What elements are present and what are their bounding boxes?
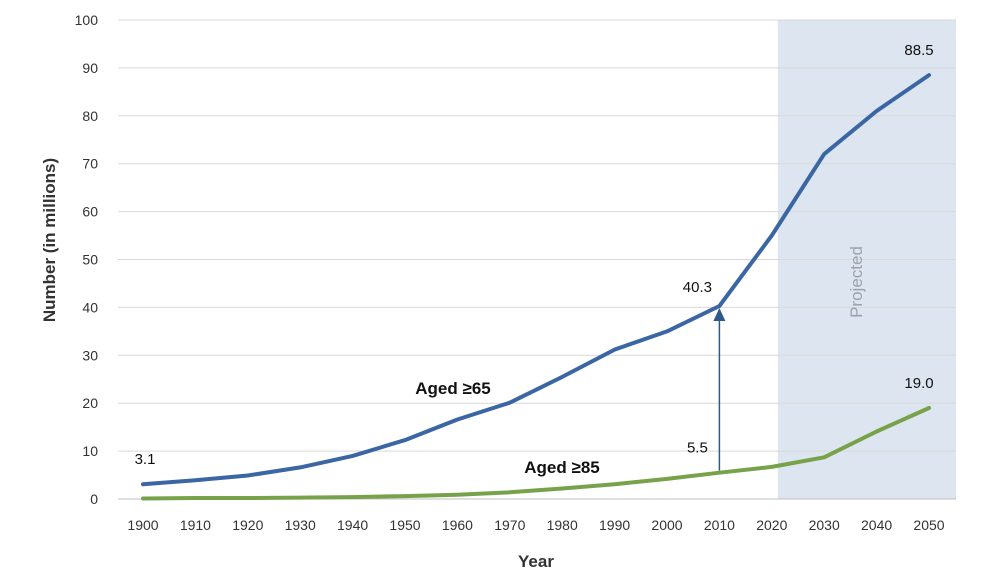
- x-tick-label: 2010: [704, 517, 735, 533]
- x-tick-label: 1980: [547, 517, 578, 533]
- series-lines: [141, 73, 931, 501]
- x-tick-label: 2000: [651, 517, 682, 533]
- y-tick-label: 0: [90, 491, 98, 507]
- y-tick-label: 10: [82, 443, 98, 459]
- data-label: 40.3: [683, 279, 712, 296]
- x-tick-label: 1900: [127, 517, 158, 533]
- data-label: 88.5: [904, 42, 933, 59]
- x-tick-label: 1970: [494, 517, 525, 533]
- x-tick-label: 1960: [442, 517, 473, 533]
- x-tick-label: 1950: [389, 517, 420, 533]
- y-tick-label: 80: [82, 108, 98, 124]
- y-axis-title: Number (in millions): [40, 158, 59, 322]
- y-tick-label: 100: [75, 12, 99, 28]
- y-tick-label: 20: [82, 395, 98, 411]
- x-tick-label: 1920: [232, 517, 263, 533]
- series-label-aged-65: Aged ≥65: [415, 379, 490, 398]
- x-tick-label: 2030: [809, 517, 840, 533]
- data-label: 19.0: [904, 375, 933, 392]
- x-tick-label: 1930: [285, 517, 316, 533]
- x-tick-label: 1990: [599, 517, 630, 533]
- projected-label: Projected: [847, 246, 866, 318]
- y-tick-label: 30: [82, 347, 98, 363]
- series-line-1: [141, 406, 931, 501]
- series-label-aged-85: Aged ≥85: [524, 458, 599, 477]
- y-tick-label: 40: [82, 299, 98, 315]
- y-tick-labels: 0 10 20 30 40 50 60 70 80 90 100: [75, 12, 99, 507]
- x-axis-title: Year: [518, 552, 554, 571]
- y-tick-label: 50: [82, 252, 98, 268]
- y-tick-label: 70: [82, 156, 98, 172]
- y-tick-label: 60: [82, 204, 98, 220]
- x-tick-label: 1940: [337, 517, 368, 533]
- data-labels: 3.1 40.3 88.5 5.5 19.0: [135, 42, 934, 468]
- x-tick-label: 2040: [861, 517, 892, 533]
- arrow-head: [713, 307, 726, 321]
- x-tick-label: 2020: [756, 517, 787, 533]
- x-tick-labels: 1900 1910 1920 1930 1940 1950 1960 1970 1980 1990…: [127, 517, 944, 533]
- x-tick-label: 1910: [180, 517, 211, 533]
- x-tick-label: 2050: [913, 517, 944, 533]
- y-tick-label: 90: [82, 60, 98, 76]
- series-line-0: [141, 73, 931, 487]
- data-label: 3.1: [135, 451, 156, 468]
- data-label: 5.5: [687, 440, 708, 457]
